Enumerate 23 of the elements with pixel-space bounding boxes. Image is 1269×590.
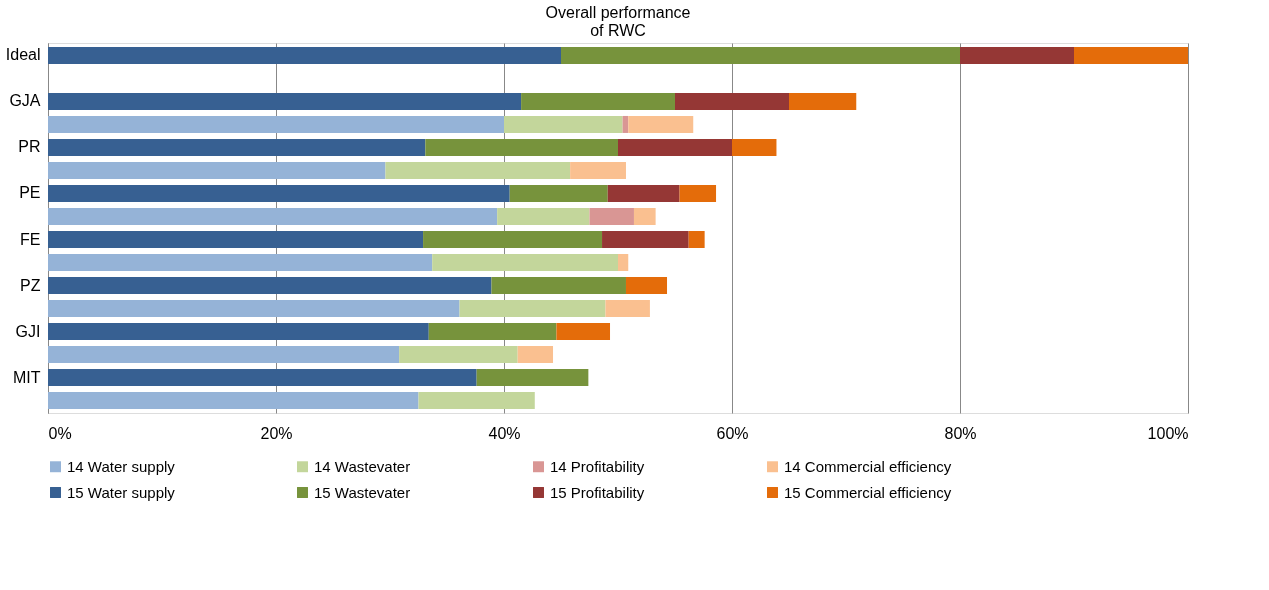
- y-tick-label: GJA: [9, 92, 41, 110]
- x-tick-label: 20%: [260, 424, 293, 442]
- y-tick-label: MIT: [12, 368, 41, 386]
- y-tick-label: FE: [20, 230, 41, 248]
- y-tick-label: GJI: [15, 322, 41, 340]
- y-tick-label: Ideal: [5, 46, 41, 64]
- legend-label: 14 Commercial efficiency: [784, 457, 952, 475]
- legend-label: 14 Water supply: [67, 457, 176, 475]
- legend-label: 15 Wastevater: [314, 483, 411, 501]
- legend-label: 14 Profitability: [550, 457, 645, 475]
- y-tick-label: PR: [18, 138, 41, 156]
- x-tick-label: 80%: [944, 424, 977, 442]
- legend-label: 15 Water supply: [67, 483, 176, 501]
- x-tick-label: 100%: [1147, 424, 1189, 442]
- y-tick-label: PZ: [20, 276, 41, 294]
- legend-label: 15 Commercial efficiency: [784, 483, 952, 501]
- y-tick-label: PE: [19, 184, 41, 202]
- x-tick-label: 40%: [488, 424, 521, 442]
- legend-label: 14 Wastevater: [314, 457, 411, 475]
- legend-label: 15 Profitability: [550, 483, 645, 501]
- x-tick-label: 60%: [716, 424, 749, 442]
- chart-title: Overall performance of RWC: [545, 4, 691, 39]
- x-tick-label: 0%: [48, 424, 72, 442]
